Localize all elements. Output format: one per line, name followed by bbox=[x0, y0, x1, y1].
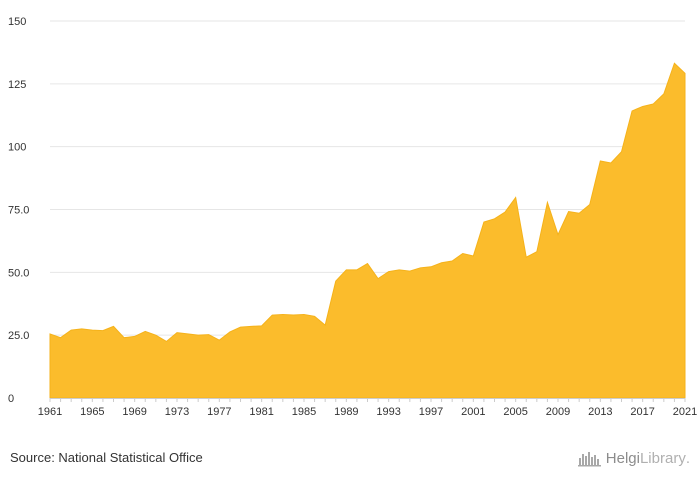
data-point[interactable] bbox=[143, 329, 147, 333]
data-point[interactable] bbox=[588, 202, 592, 206]
data-point[interactable] bbox=[397, 268, 401, 272]
data-point[interactable] bbox=[186, 332, 190, 336]
x-tick-label: 1973 bbox=[165, 406, 189, 418]
x-tick-label: 1989 bbox=[334, 406, 358, 418]
data-point[interactable] bbox=[344, 268, 348, 272]
data-point[interactable] bbox=[630, 109, 634, 113]
logo-text-dot: . bbox=[685, 449, 690, 467]
data-point[interactable] bbox=[112, 324, 116, 328]
data-point[interactable] bbox=[503, 210, 507, 214]
data-point[interactable] bbox=[334, 279, 338, 283]
data-point[interactable] bbox=[471, 254, 475, 258]
data-point[interactable] bbox=[291, 313, 295, 317]
data-point[interactable] bbox=[672, 61, 676, 65]
data-point[interactable] bbox=[207, 333, 211, 337]
data-point[interactable] bbox=[620, 150, 624, 154]
data-point[interactable] bbox=[133, 334, 137, 338]
x-tick-label: 1969 bbox=[122, 406, 146, 418]
data-point[interactable] bbox=[164, 339, 168, 343]
x-tick-label: 2013 bbox=[588, 406, 612, 418]
data-point[interactable] bbox=[577, 211, 581, 215]
data-point[interactable] bbox=[228, 330, 232, 334]
x-tick-label: 1985 bbox=[292, 406, 316, 418]
data-point[interactable] bbox=[323, 323, 327, 327]
data-point[interactable] bbox=[217, 338, 221, 342]
x-tick-label: 1961 bbox=[38, 406, 62, 418]
data-point[interactable] bbox=[313, 314, 317, 318]
data-point[interactable] bbox=[69, 328, 73, 332]
data-point[interactable] bbox=[429, 265, 433, 269]
x-tick-label: 2009 bbox=[546, 406, 570, 418]
x-tick-label: 1977 bbox=[207, 406, 231, 418]
data-point[interactable] bbox=[493, 217, 497, 221]
data-point[interactable] bbox=[196, 333, 200, 337]
data-point[interactable] bbox=[408, 269, 412, 273]
x-tick-label: 2005 bbox=[503, 406, 527, 418]
data-point[interactable] bbox=[609, 161, 613, 165]
x-tick-label: 1997 bbox=[419, 406, 443, 418]
y-tick-label: 100 bbox=[8, 142, 26, 154]
data-point[interactable] bbox=[598, 159, 602, 163]
data-point[interactable] bbox=[101, 329, 105, 333]
data-point[interactable] bbox=[270, 313, 274, 317]
data-point[interactable] bbox=[122, 336, 126, 340]
data-point[interactable] bbox=[450, 259, 454, 263]
helgi-library-logo[interactable]: Helgi Library. bbox=[577, 449, 690, 467]
y-tick-label: 50.0 bbox=[8, 267, 29, 279]
data-point[interactable] bbox=[366, 262, 370, 266]
data-point[interactable] bbox=[651, 102, 655, 106]
data-point[interactable] bbox=[524, 255, 528, 259]
data-point[interactable] bbox=[154, 333, 158, 337]
data-point[interactable] bbox=[376, 277, 380, 281]
x-tick-label: 2001 bbox=[461, 406, 485, 418]
data-point[interactable] bbox=[281, 313, 285, 317]
data-point[interactable] bbox=[683, 71, 687, 75]
data-point[interactable] bbox=[461, 251, 465, 255]
x-tick-label: 1981 bbox=[249, 406, 273, 418]
axis-layer bbox=[49, 398, 686, 402]
y-tick-label: 0 bbox=[8, 393, 14, 405]
data-point[interactable] bbox=[556, 233, 560, 237]
area-layer bbox=[48, 61, 687, 399]
data-point[interactable] bbox=[80, 327, 84, 331]
x-tick-label: 2021 bbox=[673, 406, 697, 418]
skyline-logo-icon bbox=[577, 452, 601, 467]
data-point[interactable] bbox=[48, 332, 52, 336]
label-layer: 0 25.0 50.0 75.0 100 125 150 1961 1965 1969 1973 19… bbox=[8, 16, 697, 418]
y-tick-label: 25.0 bbox=[8, 330, 29, 342]
data-point[interactable] bbox=[302, 313, 306, 317]
x-tick-label: 1965 bbox=[80, 406, 104, 418]
data-point[interactable] bbox=[440, 261, 444, 265]
data-point[interactable] bbox=[514, 195, 518, 199]
data-point[interactable] bbox=[355, 268, 359, 272]
data-point[interactable] bbox=[387, 270, 391, 274]
y-tick-label: 75.0 bbox=[8, 205, 29, 217]
data-point[interactable] bbox=[260, 324, 264, 328]
data-point[interactable] bbox=[482, 220, 486, 224]
logo-text-helgi: Helgi bbox=[605, 449, 640, 467]
data-point[interactable] bbox=[662, 92, 666, 96]
y-tick-label: 125 bbox=[8, 79, 26, 91]
data-point[interactable] bbox=[239, 325, 243, 329]
data-point[interactable] bbox=[545, 200, 549, 204]
area-series[interactable] bbox=[49, 62, 686, 399]
source-note: Source: National Statistical Office bbox=[10, 450, 203, 465]
data-point[interactable] bbox=[59, 336, 63, 340]
data-point[interactable] bbox=[418, 266, 422, 270]
data-point[interactable] bbox=[175, 331, 179, 335]
y-tick-label: 150 bbox=[8, 16, 26, 28]
data-point[interactable] bbox=[90, 328, 94, 332]
data-point[interactable] bbox=[567, 210, 571, 214]
data-point[interactable] bbox=[641, 104, 645, 108]
x-tick-label: 2017 bbox=[630, 406, 654, 418]
data-point[interactable] bbox=[535, 250, 539, 254]
data-point[interactable] bbox=[249, 324, 253, 328]
logo-text-library: Library bbox=[639, 449, 686, 467]
area-chart: 0 25.0 50.0 75.0 100 125 150 1961 1965 1969 1973 19… bbox=[8, 16, 697, 418]
x-tick-label: 1993 bbox=[376, 406, 400, 418]
